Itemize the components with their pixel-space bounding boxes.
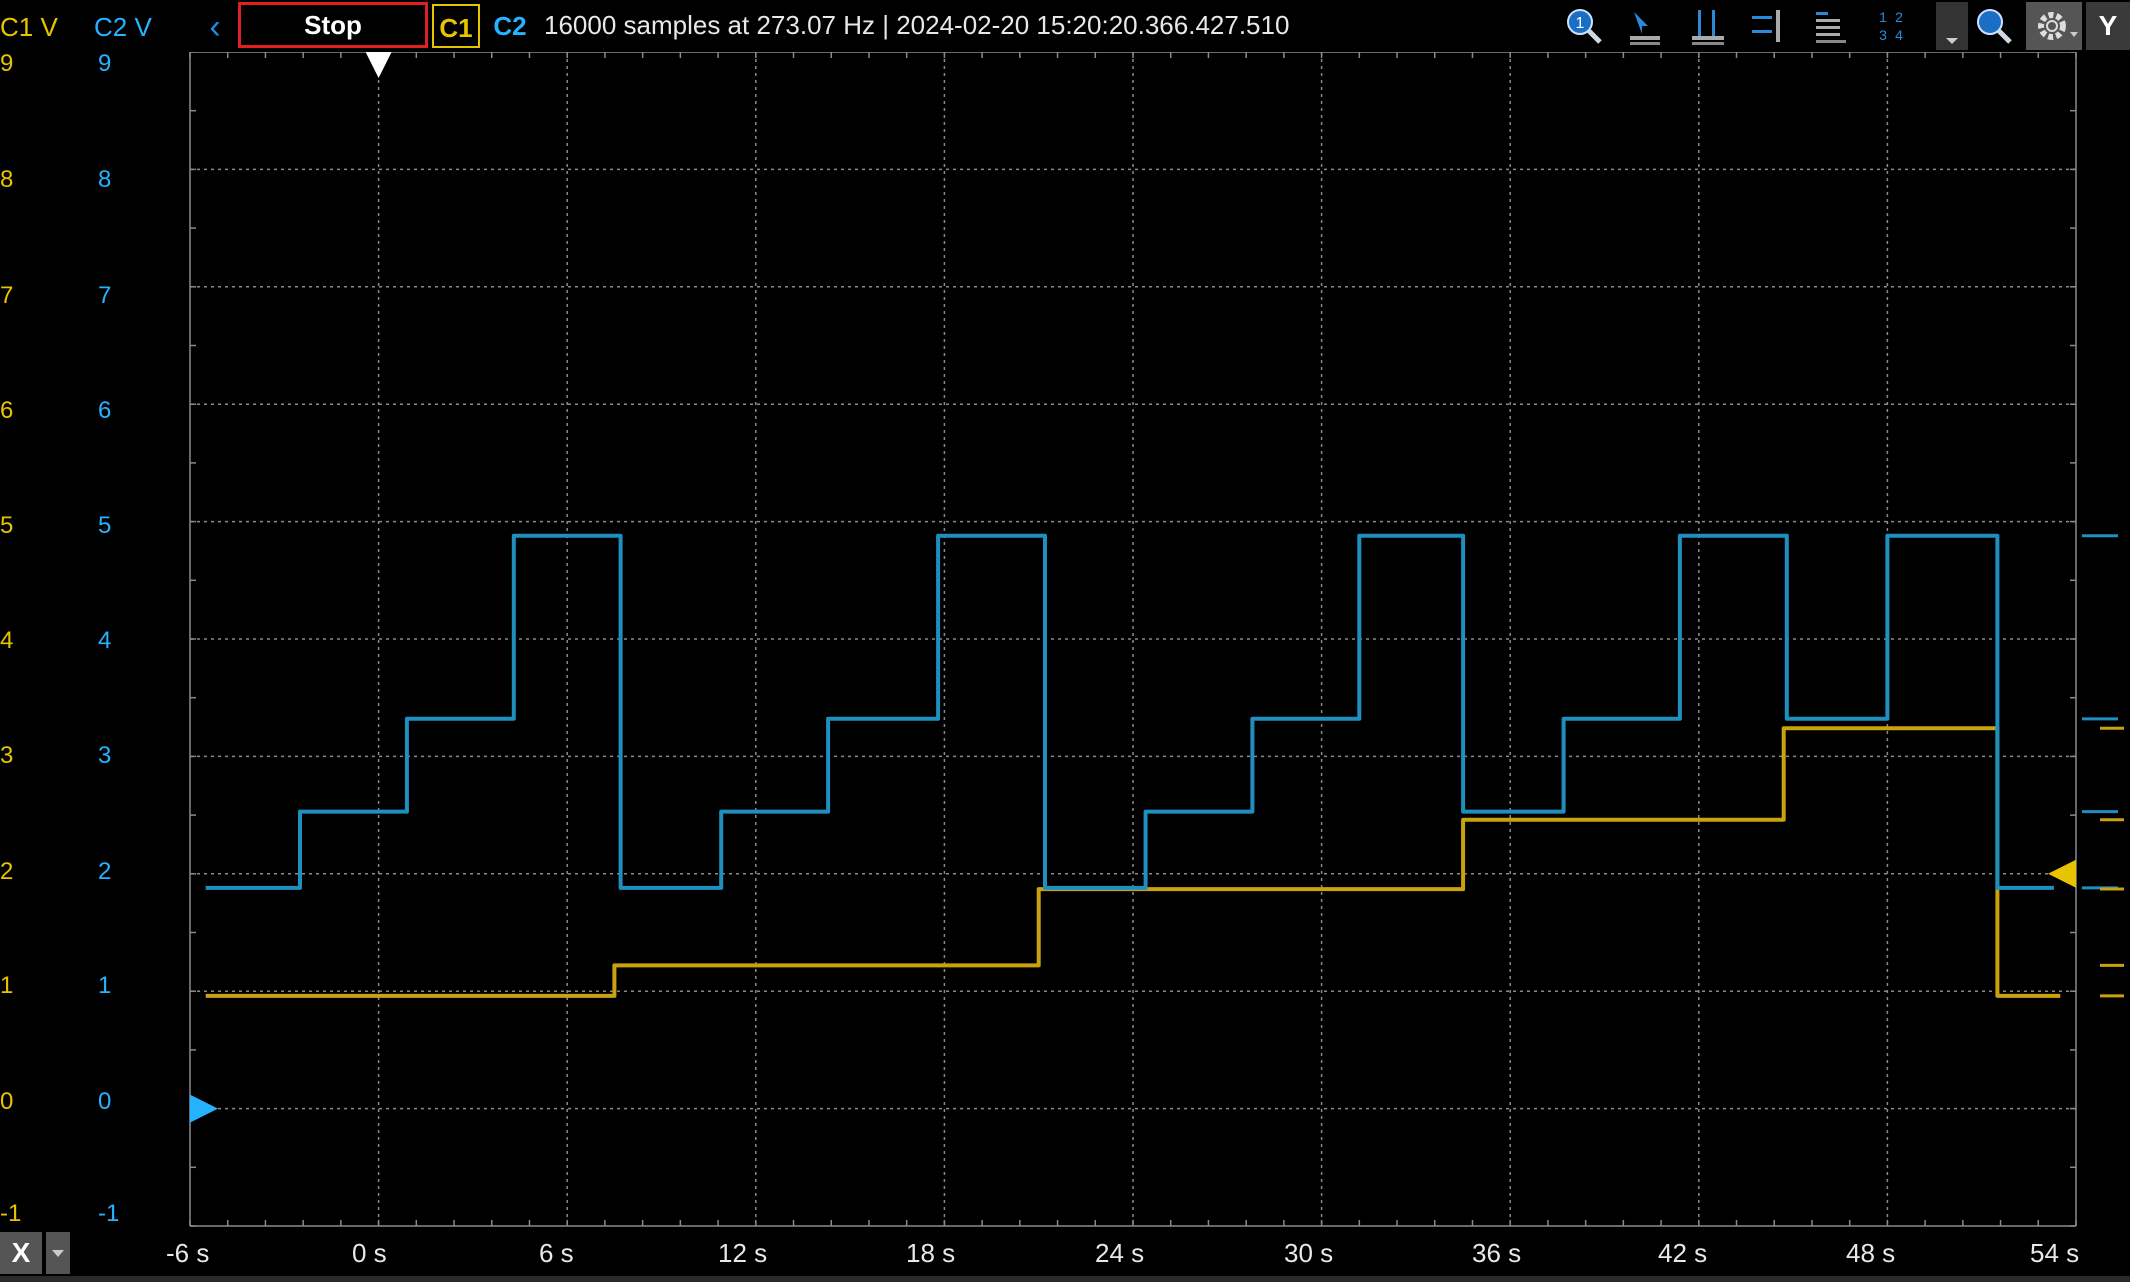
x-tick: 0 s (352, 1238, 387, 1268)
horizontal-cursors-icon[interactable] (1746, 4, 1790, 48)
svg-text:1: 1 (1576, 15, 1585, 32)
x-tick: 18 s (906, 1238, 956, 1268)
zoom-icon[interactable]: 1 (1562, 4, 1606, 48)
svg-text:4: 4 (1895, 27, 1903, 43)
gear-icon[interactable] (2026, 2, 2082, 50)
c1-tick: 7 (0, 282, 14, 309)
c1-tick: -1 (0, 1200, 22, 1227)
svg-text:2: 2 (1895, 9, 1903, 25)
c1-tick: 6 (0, 397, 14, 424)
c2-tick: 5 (98, 512, 112, 539)
c2-tick: 2 (98, 858, 112, 885)
vertical-cursors-icon[interactable] (1686, 4, 1730, 48)
channel-c2-button[interactable]: C2 (493, 11, 527, 41)
x-tick: 24 s (1095, 1238, 1145, 1268)
overview-strip (2080, 52, 2122, 1226)
y-axis-button[interactable]: Y (2086, 2, 2130, 50)
stacked-lines-icon[interactable] (1808, 4, 1852, 48)
c1-tick: 5 (0, 512, 14, 539)
x-tick: 54 s (2030, 1238, 2080, 1268)
x-tick: 12 s (718, 1238, 768, 1268)
x-tick: 30 s (1284, 1238, 1334, 1268)
c2-tick: 3 (98, 742, 112, 769)
x-tick: 6 s (539, 1238, 574, 1268)
stop-button[interactable]: Stop (238, 2, 428, 48)
svg-text:3: 3 (1879, 27, 1887, 43)
c1-tick: 4 (0, 627, 14, 654)
c1-tick: 3 (0, 742, 14, 769)
c2-tick: 7 (98, 282, 112, 309)
x-tick: 48 s (1846, 1238, 1896, 1268)
series-c2-trace (205, 533, 2054, 890)
x-tick: 42 s (1658, 1238, 1708, 1268)
magnifier-icon[interactable] (1972, 4, 2016, 48)
c1-tick: 8 (0, 166, 14, 193)
c1-tick: 9 (0, 50, 14, 77)
svg-text:1: 1 (1879, 9, 1887, 25)
chevron-left-icon[interactable]: ‹ (209, 8, 221, 46)
c2-tick: 9 (98, 50, 112, 77)
x-tick: 36 s (1472, 1238, 1522, 1268)
cursor-arrow-icon[interactable] (1624, 4, 1668, 48)
c2-tick: 0 (98, 1088, 112, 1115)
c1-tick: 0 (0, 1088, 14, 1115)
c2-tick: -1 (98, 1200, 120, 1227)
x-axis-button[interactable]: X (0, 1232, 42, 1274)
c2-tick: 8 (98, 166, 112, 193)
c2-tick: 1 (98, 972, 112, 999)
c2-offset-marker (190, 1094, 218, 1123)
dropdown-icon[interactable] (1936, 2, 1968, 50)
bottom-strip (0, 1276, 2130, 1282)
x-axis-dropdown-icon[interactable] (46, 1232, 70, 1274)
c1-trigger-level-marker (2048, 859, 2076, 888)
trigger-position-marker (365, 52, 392, 78)
c2-axis-label: C2 V (94, 12, 152, 42)
c1-tick: 2 (0, 858, 14, 885)
c1-tick: 1 (0, 972, 14, 999)
c2-tick: 4 (98, 627, 112, 654)
channel-c1-button[interactable]: C1 (432, 4, 480, 48)
x-tick: -6 s (166, 1238, 210, 1268)
acquisition-status: 16000 samples at 273.07 Hz | 2024-02-20 … (544, 10, 1290, 40)
c1-axis-label: C1 V (0, 12, 58, 42)
c2-tick: 6 (98, 397, 112, 424)
